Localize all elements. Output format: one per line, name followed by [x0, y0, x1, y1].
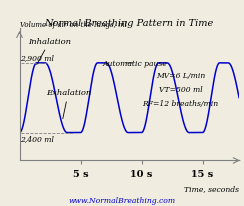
Text: RF=12 breaths/min: RF=12 breaths/min: [142, 99, 219, 107]
Text: Automatic pause: Automatic pause: [103, 60, 168, 68]
Text: MV=6 L/min: MV=6 L/min: [156, 71, 205, 79]
Text: Exhalation: Exhalation: [46, 89, 91, 119]
Text: 2,900 ml: 2,900 ml: [20, 54, 54, 62]
Title: Normal Breathing Pattern in Time: Normal Breathing Pattern in Time: [45, 19, 214, 28]
Text: Volume of air on the lungs, ml: Volume of air on the lungs, ml: [20, 21, 127, 29]
Text: Inhalation: Inhalation: [29, 37, 71, 65]
Text: 2,400 ml: 2,400 ml: [20, 134, 54, 142]
Text: VT=500 ml: VT=500 ml: [159, 85, 203, 93]
Text: Time, seconds: Time, seconds: [184, 184, 239, 192]
Text: www.NormalBreathing.com: www.NormalBreathing.com: [68, 196, 176, 204]
